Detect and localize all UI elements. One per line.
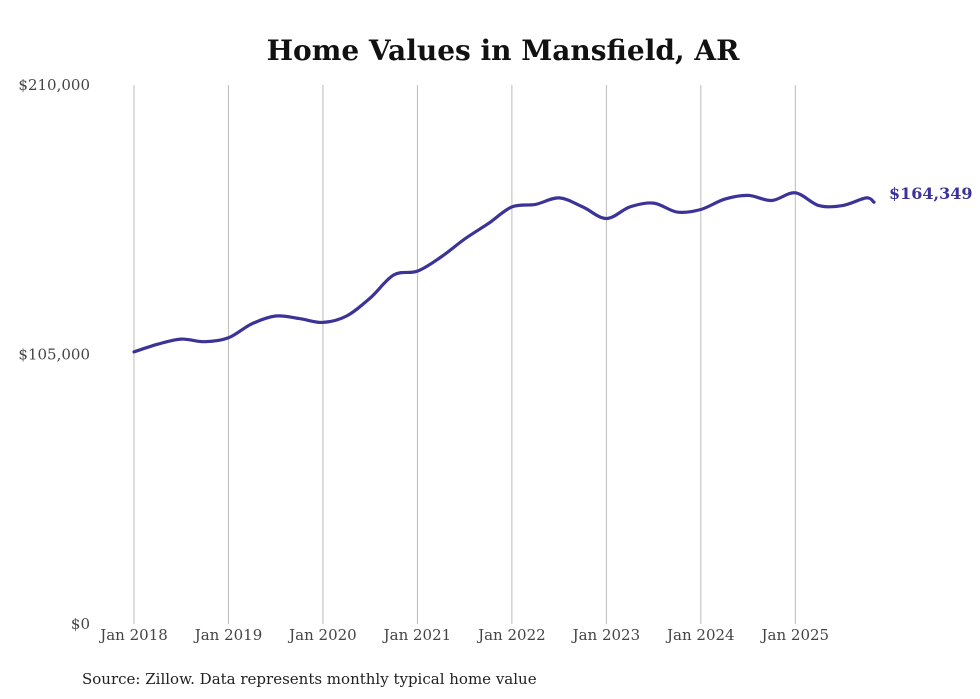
y-tick-label-1: $105,000 <box>18 346 90 364</box>
gridlines <box>133 85 796 624</box>
series-layer: $164,349 <box>132 184 973 354</box>
y-tick-label-0: $0 <box>71 615 90 633</box>
x-axis-ticks: Jan 2018 Jan 2019 Jan 2020 Jan 2021 Jan 2022… <box>98 626 829 644</box>
x-tick-label-1: Jan 2019 <box>193 626 263 644</box>
chart-title: Home Values in Mansfield, AR <box>267 34 741 67</box>
y-axis-ticks: $0 $105,000 $210,000 <box>18 76 90 633</box>
source-note: Source: Zillow. Data represents monthly … <box>82 670 537 688</box>
x-tick-label-4: Jan 2022 <box>476 626 546 644</box>
x-tick-label-6: Jan 2024 <box>665 626 735 644</box>
x-tick-label-7: Jan 2025 <box>760 626 830 644</box>
y-tick-label-2: $210,000 <box>18 76 90 94</box>
x-tick-label-3: Jan 2021 <box>382 626 452 644</box>
series-line-0 <box>132 191 876 354</box>
x-tick-label-2: Jan 2020 <box>287 626 357 644</box>
x-tick-label-5: Jan 2023 <box>571 626 641 644</box>
x-tick-label-0: Jan 2018 <box>98 626 168 644</box>
end-value-label: $164,349 <box>889 184 973 203</box>
